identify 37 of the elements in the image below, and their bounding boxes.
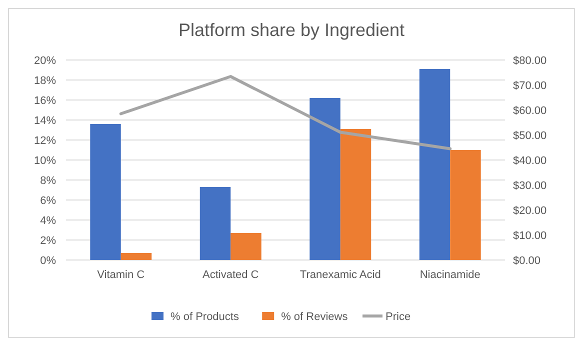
bar <box>90 124 121 260</box>
x-tick-label: Niacinamide <box>420 269 480 281</box>
y-tick-label: 18% <box>34 74 56 87</box>
bar <box>450 150 481 260</box>
bar <box>310 98 340 260</box>
y2-tick-label: $10.00 <box>513 230 547 242</box>
y2-tick-label: $30.00 <box>513 180 547 192</box>
bar <box>200 187 231 260</box>
y-tick-label: 6% <box>40 194 56 207</box>
y2-tick-label: $60.00 <box>513 104 547 117</box>
y2-tick-label: $80.00 <box>513 54 547 67</box>
bar <box>419 69 450 260</box>
x-tick-label: Vitamin C <box>97 269 145 281</box>
y-tick-label: 10% <box>34 154 56 167</box>
y-tick-label: 8% <box>40 174 56 187</box>
chart-title: Platform share by Ingredient <box>178 20 405 40</box>
y-tick-label: 2% <box>40 234 56 247</box>
legend-label: % of Products <box>170 310 240 323</box>
y2-tick-label: $0.00 <box>513 254 541 267</box>
y2-tick-label: $50.00 <box>513 130 547 142</box>
x-tick-label: Activated C <box>202 269 259 281</box>
bar <box>230 233 262 260</box>
y2-tick-label: $70.00 <box>513 80 547 92</box>
bar <box>120 253 152 260</box>
y-tick-label: 12% <box>34 134 56 147</box>
line-series <box>119 75 452 150</box>
bar <box>340 129 372 260</box>
legend-label: Price <box>386 310 411 323</box>
y-tick-label: 20% <box>34 54 56 67</box>
y2-tick-label: $20.00 <box>513 204 547 217</box>
legend-label: % of Reviews <box>281 310 348 323</box>
y2-tick-label: $40.00 <box>513 154 547 167</box>
y-tick-label: 0% <box>40 254 56 267</box>
x-tick-label: Tranexamic Acid <box>300 269 381 281</box>
y-tick-label: 14% <box>34 114 56 127</box>
y-tick-label: 16% <box>34 94 56 107</box>
y-tick-label: 4% <box>40 214 56 227</box>
